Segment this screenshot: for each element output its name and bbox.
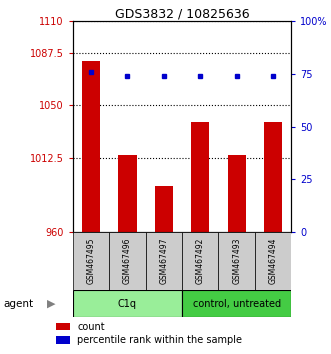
Bar — [228, 155, 246, 232]
Text: GSM467495: GSM467495 — [86, 238, 96, 284]
Bar — [191, 122, 210, 232]
Text: control, untreated: control, untreated — [193, 298, 281, 309]
Text: GSM467492: GSM467492 — [196, 238, 205, 284]
Bar — [118, 155, 137, 232]
Text: count: count — [77, 322, 105, 332]
Bar — [56, 323, 71, 330]
Title: GDS3832 / 10825636: GDS3832 / 10825636 — [115, 7, 249, 20]
Bar — [155, 185, 173, 232]
Text: GSM467496: GSM467496 — [123, 238, 132, 284]
Bar — [73, 290, 182, 317]
Text: GSM467494: GSM467494 — [268, 238, 278, 284]
Bar — [56, 336, 71, 344]
Bar — [146, 232, 182, 290]
Text: agent: agent — [3, 298, 33, 309]
Text: percentile rank within the sample: percentile rank within the sample — [77, 335, 242, 345]
Bar — [109, 232, 146, 290]
Bar — [82, 61, 100, 232]
Bar — [182, 290, 291, 317]
Text: C1q: C1q — [118, 298, 137, 309]
Bar — [264, 122, 282, 232]
Bar — [182, 232, 218, 290]
Text: GSM467497: GSM467497 — [159, 238, 168, 284]
Bar — [255, 232, 291, 290]
Bar — [73, 232, 109, 290]
Bar — [218, 232, 255, 290]
Text: ▶: ▶ — [47, 298, 56, 309]
Text: GSM467493: GSM467493 — [232, 238, 241, 284]
